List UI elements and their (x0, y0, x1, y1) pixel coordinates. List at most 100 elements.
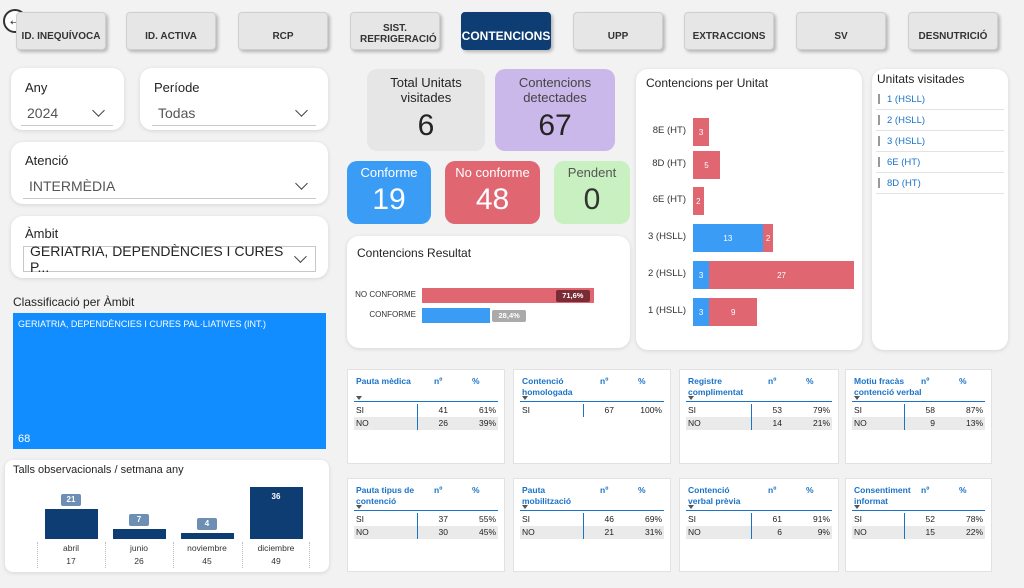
filter-atencio-select[interactable]: INTERMÈDIA (23, 173, 316, 199)
kpi-noconforme-value: 48 (475, 183, 510, 216)
sort-caret-icon[interactable] (522, 396, 528, 400)
weekly-bar[interactable] (44, 508, 98, 539)
classificacio-treemap-tile[interactable]: GERIATRIA, DEPENDÈNCIES I CURES PAL·LIAT… (13, 313, 326, 449)
per-unitat-bar-noconforme[interactable]: 2 (762, 224, 774, 252)
sort-caret-icon[interactable] (854, 505, 860, 509)
tab-5[interactable]: CONTENCIONS (461, 12, 551, 50)
tab-1[interactable]: ID. INEQUÍVOCA (16, 12, 106, 50)
weekly-bar[interactable] (112, 528, 166, 539)
tab-4[interactable]: SIST. REFRIGERACIÓ (350, 12, 440, 50)
metric-table-title[interactable]: Pauta tipus de contenció (356, 485, 415, 506)
kpi-noconforme-card: No conforme 48 (445, 161, 540, 224)
metric-table-title[interactable]: Motiu fracàs contenció verbal (854, 376, 922, 397)
metric-table-title[interactable]: Registre complimentat (688, 376, 744, 397)
weekly-separator (241, 542, 243, 568)
metric-table-cell-label: NO (356, 418, 369, 428)
metric-table-cell-n: 30 (438, 527, 448, 537)
per-unitat-bar-conforme[interactable]: 3 (693, 261, 710, 289)
metric-table-title[interactable]: Pauta mèdica (356, 376, 411, 386)
kpi-detect-value: 67 (538, 109, 572, 142)
resultat-bar[interactable] (422, 308, 491, 323)
metric-table-header-line (520, 510, 664, 511)
kpi-pendent-value: 0 (583, 183, 601, 216)
tab-label: ID. ACTIVA (145, 30, 197, 42)
metric-table-header-pct: % (806, 376, 814, 386)
tab-9[interactable]: DESNUTRICIÓ (908, 12, 998, 50)
metric-table-cell-n: 52 (925, 514, 935, 524)
visitades-item[interactable]: 8D (HT) (876, 173, 1004, 194)
resultat-bar[interactable] (422, 288, 594, 303)
slicer-bar-icon (878, 178, 880, 188)
visitades-title: Unitats visitades (877, 72, 965, 86)
tab-6[interactable]: UPP (573, 12, 663, 50)
metric-table-cell-n: 9 (930, 418, 935, 428)
per-unitat-bar-noconforme[interactable]: 3 (693, 118, 710, 146)
metric-table-title[interactable]: Contenció homologada (522, 376, 573, 397)
metric-table-cell-label: SI (356, 514, 365, 524)
sort-caret-icon[interactable] (688, 505, 694, 509)
visitades-item[interactable]: 1 (HSLL) (876, 89, 1004, 110)
metric-table: Contenció homologada nº% SI 67 100% (513, 369, 671, 464)
per-unitat-title: Contencions per Unitat (646, 76, 769, 90)
metric-table-row: SI 53 79% (686, 404, 832, 417)
slicer-bar-icon (878, 115, 880, 125)
weekly-bar[interactable] (249, 487, 303, 539)
visitades-item[interactable]: 6E (HT) (876, 152, 1004, 173)
weekly-separator (309, 542, 310, 568)
filter-any-select[interactable]: 2024 (21, 100, 113, 126)
weekly-week-label: 45 (202, 556, 212, 566)
metric-table-header-pct: % (959, 376, 967, 386)
kpi-conforme-label: Conforme (360, 165, 418, 180)
metric-table-header-pct: % (959, 485, 967, 495)
metric-table-cell-label: SI (522, 514, 531, 524)
weekly-bar-value: 7 (129, 513, 149, 526)
resultat-card: Contencions Resultat NO CONFORME 71,6% CON… (347, 236, 630, 348)
per-unitat-bar-conforme[interactable]: 13 (693, 224, 763, 252)
metric-table-col-sep (417, 513, 418, 526)
sort-caret-icon[interactable] (688, 396, 694, 400)
filter-ambit-select[interactable]: GERIATRIA, DEPENDÈNCIES I CURES P... (23, 243, 316, 275)
metric-table-cell-n: 58 (925, 405, 935, 415)
weekly-bar[interactable] (180, 533, 234, 539)
per-unitat-bar-noconforme[interactable]: 27 (709, 261, 854, 289)
visitades-item[interactable]: 3 (HSLL) (876, 131, 1004, 152)
metric-table-cell-pct: 91% (812, 514, 830, 524)
metric-table-title[interactable]: Contenció verbal prèvia (688, 485, 741, 506)
tab-2[interactable]: ID. ACTIVA (126, 12, 216, 50)
per-unitat-bar-noconforme[interactable]: 2 (693, 187, 704, 215)
visitades-item-label: 1 (HSLL) (887, 93, 926, 105)
metric-table: Consentiment informat nº% SI 52 78% NO 15 22% (845, 478, 992, 572)
metric-table-header-n: nº (434, 376, 443, 386)
visitades-item[interactable]: 2 (HSLL) (876, 110, 1004, 131)
metric-table-cell-label: NO (688, 418, 701, 428)
weekly-week-label: 49 (271, 556, 281, 566)
per-unitat-bar-noconforme[interactable]: 9 (709, 298, 758, 326)
sort-caret-icon[interactable] (356, 505, 362, 509)
metric-table-col-sep (751, 404, 752, 417)
sort-caret-icon[interactable] (356, 396, 362, 400)
metric-table-row: SI 58 87% (852, 404, 985, 417)
filter-atencio-value: INTERMÈDIA (29, 177, 116, 194)
metric-table-header-n: nº (921, 376, 930, 386)
metric-table-col-sep (417, 417, 418, 430)
tab-7[interactable]: EXTRACCIONS (684, 12, 774, 50)
filter-periode-select[interactable]: Todas (152, 100, 316, 126)
metric-table-title[interactable]: Pauta mobilització (522, 485, 572, 506)
slicer-bar-icon (878, 94, 880, 104)
per-unitat-bar-conforme[interactable]: 3 (693, 298, 710, 326)
metric-table: Pauta mobilització nº% SI 46 69% NO 21 31% (513, 478, 671, 572)
metric-table: Motiu fracàs contenció verbal nº% SI 58 87% N… (845, 369, 992, 464)
filter-atencio-card: Atenció INTERMÈDIA (11, 142, 328, 204)
metric-table-cell-label: NO (356, 527, 369, 537)
metric-table-cell-pct: 87% (965, 405, 983, 415)
metric-table-title[interactable]: Consentiment informat (854, 485, 911, 506)
tab-3[interactable]: RCP (238, 12, 328, 50)
filter-any-value: 2024 (27, 104, 59, 121)
per-unitat-bar-noconforme[interactable]: 5 (693, 151, 720, 179)
tab-8[interactable]: SV (796, 12, 886, 50)
per-unitat-chart: 8E (HT) 3 8D (HT) 5 6E (HT) 2 3 (HSLL) 13 2 2 (HS… (636, 69, 862, 350)
sort-caret-icon[interactable] (522, 505, 528, 509)
weekly-chart-card: Talls observacionals / setmana any 21 abr… (5, 460, 329, 572)
metric-table-header-n: nº (768, 485, 777, 495)
sort-caret-icon[interactable] (854, 396, 860, 400)
